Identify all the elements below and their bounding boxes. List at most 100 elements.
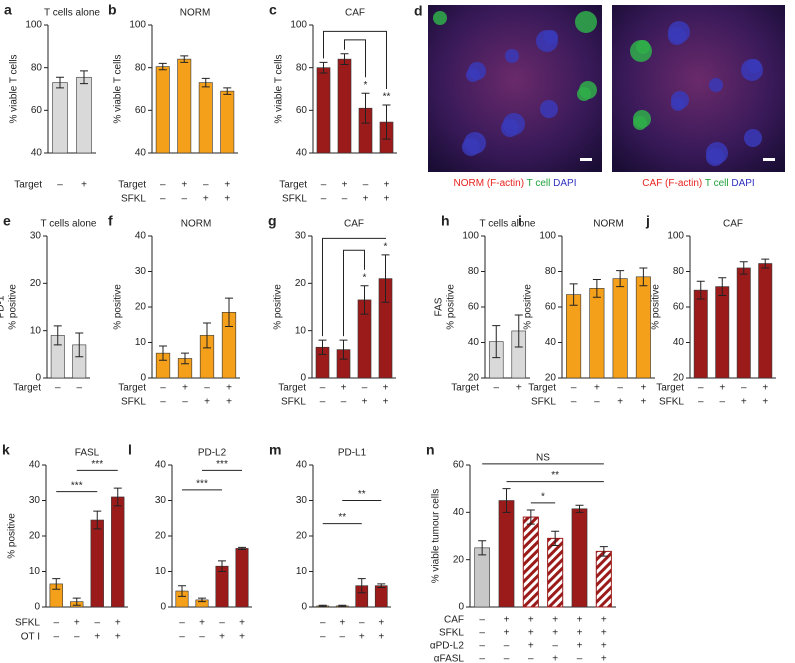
row-sign: –	[320, 397, 326, 408]
panel-title: NORM	[593, 219, 624, 230]
row-sign: –	[493, 383, 499, 394]
significance: **	[338, 512, 346, 523]
nucleus	[671, 97, 685, 111]
row-sign: +	[384, 194, 390, 205]
row-sign: –	[359, 618, 365, 629]
nucleus	[706, 148, 724, 166]
y-tick-label: 40	[296, 460, 308, 471]
caption-part: DAPI	[553, 178, 576, 189]
bar	[316, 67, 331, 154]
row-sign: +	[601, 641, 607, 652]
row-sign: +	[203, 194, 209, 205]
significance: **	[551, 470, 559, 481]
nucleus	[575, 11, 597, 33]
row-sign: –	[504, 641, 510, 652]
y-axis-label: % positive	[523, 284, 534, 330]
row-sign: +	[640, 383, 646, 394]
y-tick-label: 60	[453, 460, 465, 471]
row-sign: –	[181, 194, 187, 205]
y-tick-label: 20	[135, 302, 147, 313]
y-tick-label: 0	[301, 602, 307, 613]
row-label: Target	[656, 383, 684, 394]
y-tick-label: 20	[468, 373, 480, 384]
caption-part: NORM (F-actin)	[453, 178, 524, 189]
caption-part: CAF (F-actin)	[642, 178, 702, 189]
error-bar	[181, 352, 189, 365]
bar	[566, 294, 582, 379]
significance: *	[541, 492, 545, 503]
bar	[52, 82, 68, 154]
panel-letter: l	[128, 442, 132, 458]
row-sign: +	[81, 180, 87, 191]
bar	[758, 263, 773, 379]
y-axis-label: % viable T cells	[9, 54, 20, 123]
error-bar	[178, 585, 186, 597]
row-sign: +	[339, 618, 345, 629]
panel-letter: m	[269, 442, 281, 458]
row-sign: +	[363, 194, 369, 205]
y-tick-label: 40	[31, 148, 43, 159]
row-label: Target	[118, 180, 146, 191]
row-sign: +	[594, 383, 600, 394]
bar	[198, 82, 213, 154]
nucleus	[536, 30, 558, 52]
panel-title: CAF	[723, 219, 743, 230]
row-sign: –	[204, 383, 210, 394]
bar	[693, 289, 708, 379]
row-sign: –	[617, 383, 623, 394]
y-axis-label: % positive	[273, 284, 284, 330]
y-tick-label: 0	[300, 373, 306, 384]
y-axis-label: % positive	[651, 284, 662, 330]
row-sign: +	[504, 628, 510, 639]
row-sign: +	[640, 397, 646, 408]
row-sign: +	[199, 618, 205, 629]
panel-title: T cells alone	[480, 219, 536, 230]
bar	[715, 286, 730, 379]
error-bar	[599, 546, 608, 557]
row-sign: –	[320, 618, 326, 629]
bar	[612, 278, 628, 379]
error-bar	[223, 87, 232, 95]
y-tick-label: 40	[135, 148, 147, 159]
row-sign: +	[239, 618, 245, 629]
row-sign: –	[528, 654, 534, 663]
row-sign: –	[160, 383, 166, 394]
row-label: OT I	[21, 632, 40, 643]
significance: *	[384, 242, 388, 253]
significance: ***	[216, 459, 228, 470]
y-tick-label: 100	[539, 231, 556, 242]
row-label: Target	[14, 180, 42, 191]
y-tick-label: 60	[468, 302, 480, 313]
error-bar	[575, 504, 584, 513]
nucleus	[577, 87, 591, 101]
y-tick-label: 20	[673, 373, 685, 384]
row-label: SFKL	[659, 397, 684, 408]
row-sign: +	[528, 615, 534, 626]
row-sign: –	[179, 632, 185, 643]
scale-bar	[763, 158, 775, 161]
bar	[220, 90, 235, 154]
error-bar	[319, 61, 328, 74]
y-tick-label: 60	[296, 105, 308, 116]
bar	[76, 76, 92, 154]
y-tick-label: 0	[160, 602, 166, 613]
y-axis-label: % viable T cells	[113, 54, 124, 123]
y-axis-label: % positive	[113, 284, 124, 330]
y-tick-label: 30	[296, 495, 308, 506]
row-sign: –	[362, 383, 368, 394]
error-bar	[526, 509, 535, 525]
row-sign: +	[383, 383, 389, 394]
y-tick-label: 20	[545, 373, 557, 384]
panel-letter: b	[108, 2, 117, 18]
y-tick-label: 20	[29, 531, 41, 542]
significance: ***	[91, 459, 103, 470]
row-sign: +	[552, 654, 558, 663]
row-sign: +	[226, 383, 232, 394]
row-sign: –	[160, 194, 166, 205]
y-axis-label: % positive	[7, 513, 18, 559]
caption-part: DAPI	[731, 178, 754, 189]
error-bar	[158, 62, 167, 71]
row-sign: –	[321, 194, 327, 205]
nucleus	[709, 78, 723, 92]
panel-title: PD-L1	[338, 448, 367, 459]
